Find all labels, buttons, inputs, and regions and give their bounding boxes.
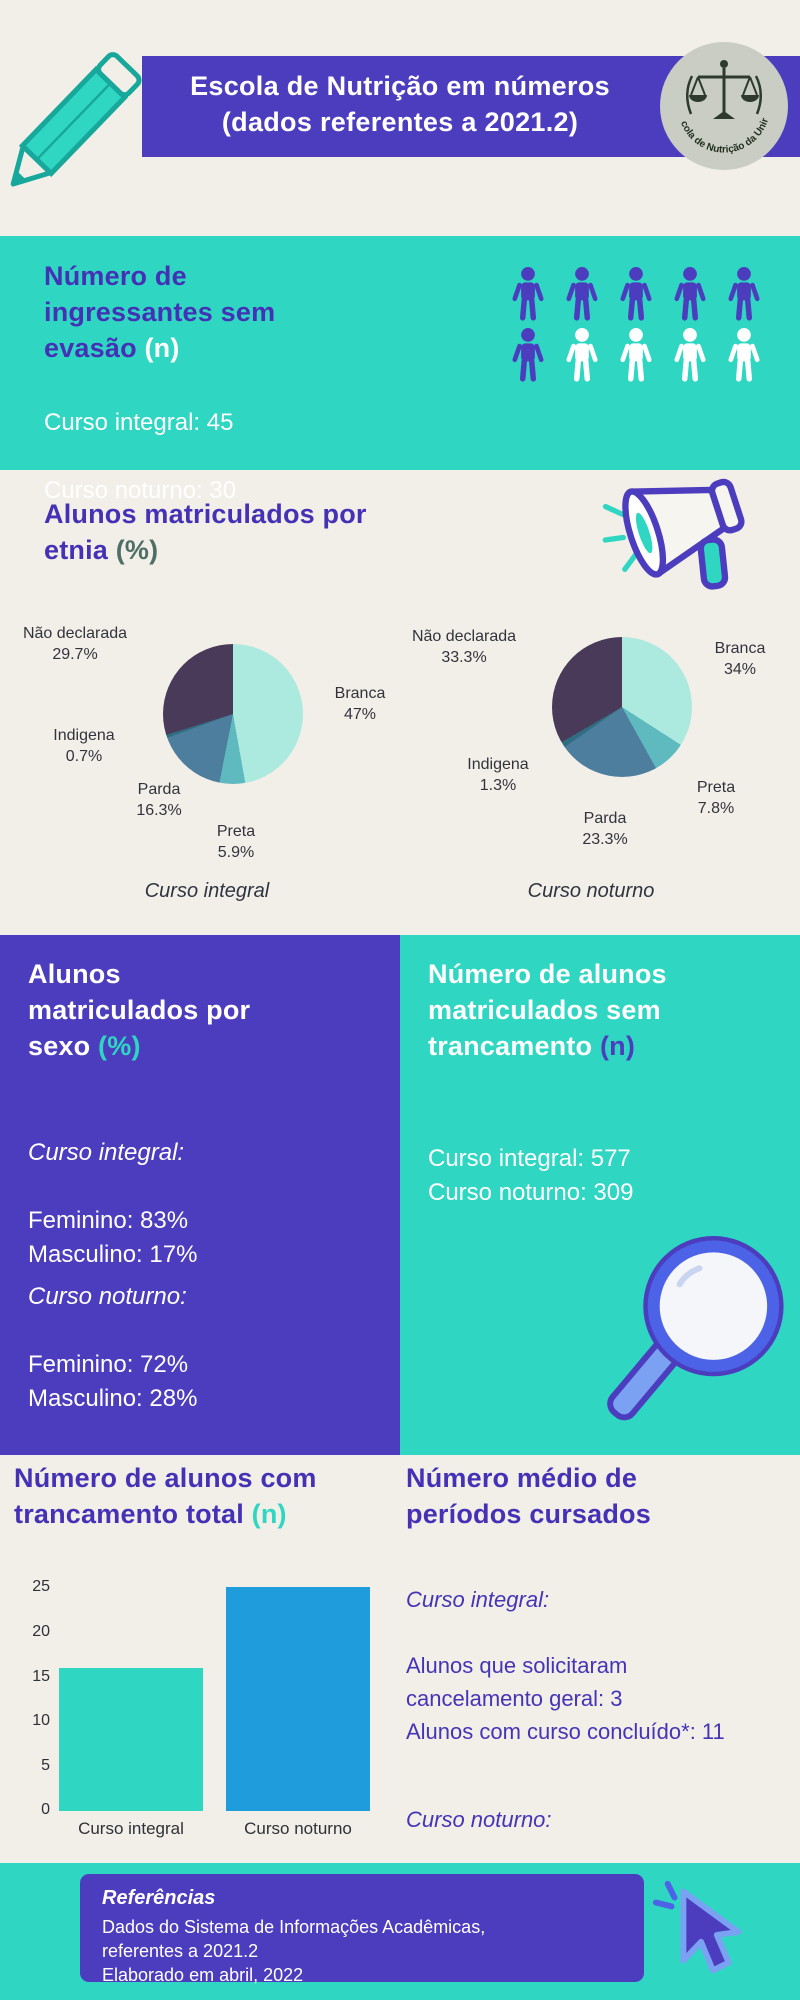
pie-label: Parda 23.3% [582,810,628,848]
sexo-integral-values: Feminino: 83% Masculino: 17% [28,1207,198,1268]
trancamento-total-unit: (n) [251,1499,287,1529]
megaphone-icon [600,452,780,622]
page-title-line1: Escola de Nutrição em números [190,71,610,101]
sexo-group-noturno: Curso noturno: Feminino: 72% Masculino: … [28,1246,197,1450]
y-tick: 10 [32,1712,50,1729]
person-icon [566,328,598,382]
pie-label: Branca 47% [334,685,386,723]
y-tick: 0 [41,1801,50,1818]
ingressantes-integral: Curso integral: 45 [44,409,234,436]
references-line3: Elaborado em abril, 2022 [102,1965,304,1985]
sexo-heading: Alunos matriculados por sexo (%) [28,959,251,1061]
ingressantes-noturno: Curso noturno: 30 [44,477,237,504]
sexo-group-integral: Curso integral: Feminino: 83% Masculino:… [28,1102,197,1306]
person-icon [674,328,706,382]
bar-curso-noturno [226,1587,370,1811]
etnia-unit: (%) [115,535,159,565]
sem-trancamento-heading: Número de alunos matriculados sem tranca… [428,959,667,1061]
bar-x-label-noturno: Curso noturno [244,1819,352,1838]
references-title: Referências [102,1887,216,1909]
pie-label: Preta 7.8% [696,779,736,817]
sem-trancamento-values: Curso integral: 577 Curso noturno: 309 [428,1145,634,1206]
y-tick: 15 [32,1668,50,1685]
ingressantes-heading: Número de ingressantes sem evasão (n) [44,261,276,363]
pie-label: Parda 16.3% [136,781,182,819]
periodos-integral-title: Curso integral: [406,1587,550,1612]
y-tick: 5 [41,1757,50,1774]
pie-caption-integral: Curso integral [144,880,270,902]
person-icon [728,328,760,382]
page-title-line2: (dados referentes a 2021.2) [221,107,579,137]
pencil-icon [0,31,163,209]
pie-label: Indigena 0.7% [53,727,115,765]
pie-label: Não declarada 33.3% [411,628,517,666]
sexo-noturno-values: Feminino: 72% Masculino: 28% [28,1351,198,1412]
trancamento-total-heading: Número de alunos com trancamento total (… [14,1463,317,1529]
bar-chart-trancamento: 25 20 15 10 5 0 [0,1578,400,1818]
pie-label: Branca 34% [714,640,766,678]
school-logo: Escola de Nutrição da Unirio [655,32,790,172]
periodos-noturno-title: Curso noturno: [406,1807,552,1832]
pie-label: Não declarada 29.7% [22,625,128,663]
page-title: Escola de Nutrição em números (dados ref… [150,68,650,140]
section-ingressantes [0,236,800,470]
periodos-integral-lines: Alunos que solicitaram cancelamento gera… [406,1653,725,1744]
bar-x-label-integral: Curso integral [78,1819,184,1838]
pie-label: Indigena 1.3% [467,756,529,794]
references-line2: referentes a 2021.2 [102,1941,259,1961]
person-icon [674,267,706,321]
person-icon [728,267,760,321]
sexo-noturno-title: Curso noturno: [28,1283,187,1310]
person-icon [512,328,544,382]
etnia-heading: Alunos matriculados por etnia (%) [44,499,367,565]
person-icon [512,267,544,321]
sexo-unit: (%) [98,1031,141,1061]
sem-trancamento-unit: (n) [599,1031,636,1061]
sexo-integral-title: Curso integral: [28,1139,185,1166]
pie-caption-noturno: Curso noturno [527,880,655,902]
ingressantes-icons [505,266,771,382]
ingressantes-values: Curso integral: 45 Curso noturno: 30 [44,372,236,542]
references-box: Referências Dados do Sistema de Informaç… [80,1874,644,1985]
person-icon [620,328,652,382]
bar-curso-integral [59,1667,203,1811]
periodos-heading: Número médio de períodos cursados [406,1463,651,1529]
ingressantes-unit: (n) [144,333,180,363]
cursor-icon [648,1872,766,1990]
pie-curso-noturno [552,637,692,777]
y-tick: 20 [32,1623,50,1640]
person-icon [620,267,652,321]
references-line1: Dados do Sistema de Informações Acadêmic… [102,1917,486,1937]
pie-label: Preta 5.9% [216,823,256,861]
magnifier-icon [596,1222,800,1447]
y-tick: 25 [32,1578,50,1595]
pie-curso-integral [163,644,303,784]
person-icon [566,267,598,321]
section-sexo [0,935,400,1455]
